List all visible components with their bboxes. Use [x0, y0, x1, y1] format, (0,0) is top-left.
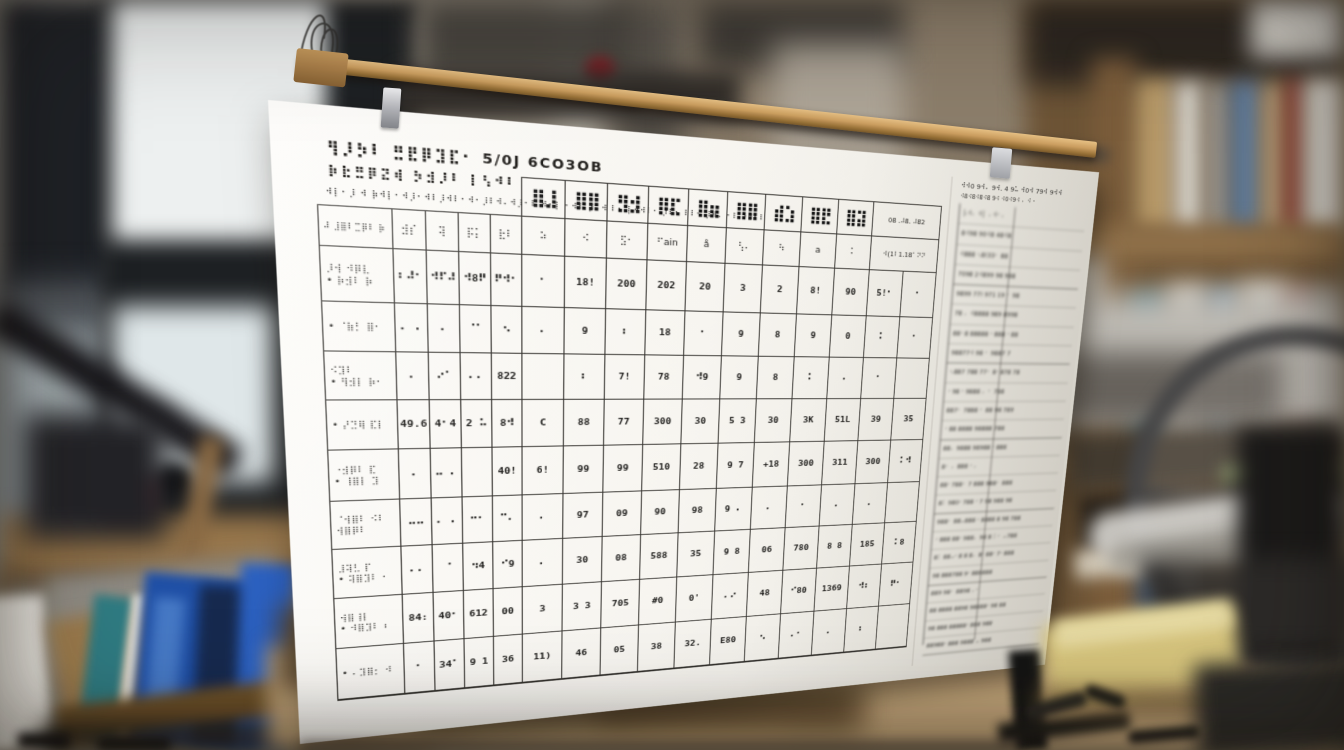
bookshelf-white-blob	[1250, 0, 1344, 58]
book-spine	[1174, 80, 1204, 230]
dark-sponge	[1193, 654, 1344, 750]
book-spine	[1136, 78, 1174, 230]
cable-piece	[1127, 724, 1201, 745]
binder-clip-left	[380, 87, 402, 129]
book-spine	[1304, 78, 1344, 230]
book-spine	[1286, 80, 1304, 230]
board-foot-left	[18, 733, 70, 748]
book-spine	[1204, 82, 1230, 230]
dark-monitor	[24, 414, 166, 540]
book-spine	[1262, 82, 1286, 230]
book-spine	[1230, 80, 1262, 230]
binder-clip-right	[989, 147, 1013, 179]
board-foot-left	[98, 738, 170, 750]
left-dark-column	[0, 0, 118, 300]
bottom-edge-shadow	[300, 742, 1020, 750]
